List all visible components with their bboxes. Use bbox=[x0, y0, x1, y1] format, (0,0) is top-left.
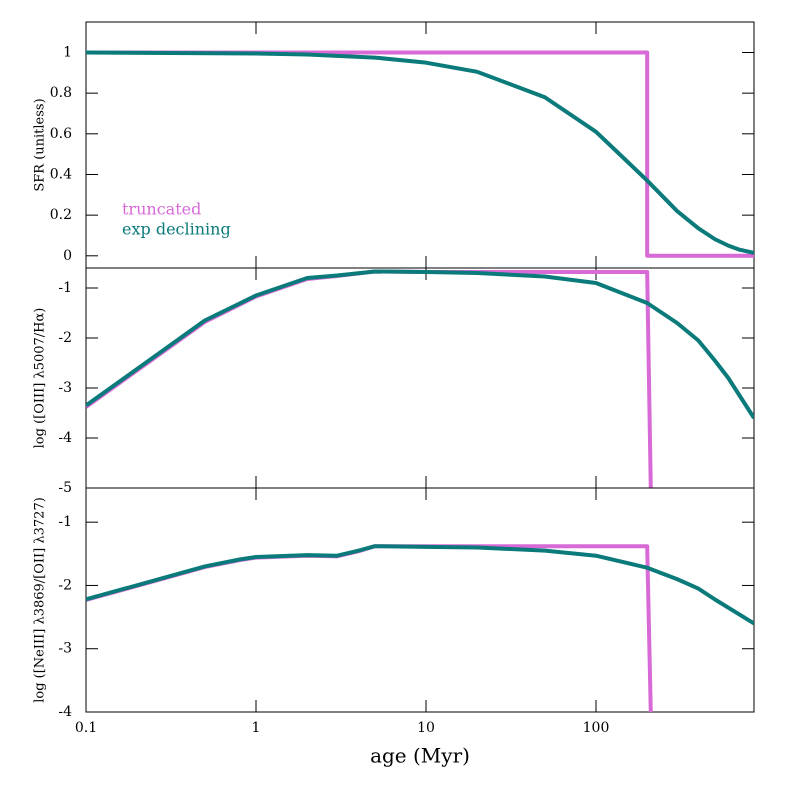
line bbox=[86, 50, 754, 258]
legend-entry: truncated bbox=[122, 200, 201, 219]
x-tick-label: 0.1 bbox=[75, 720, 97, 736]
y-tick-label: -1 bbox=[58, 514, 72, 530]
line bbox=[86, 50, 754, 255]
line bbox=[86, 269, 754, 420]
y-tick-label: -5 bbox=[58, 480, 72, 496]
series-group bbox=[86, 544, 754, 712]
line bbox=[86, 544, 653, 712]
y-tick-label: -3 bbox=[58, 641, 72, 657]
line bbox=[86, 544, 754, 626]
y-axis-label: log ([NeIII] λ3869/[OII] λ3727) bbox=[33, 497, 48, 703]
y-tick-label: -3 bbox=[58, 380, 72, 396]
y-tick-label: -2 bbox=[58, 577, 72, 593]
y-tick-label: -2 bbox=[58, 330, 72, 346]
y-tick-label: 0.8 bbox=[50, 85, 72, 101]
y-tick-label: 0.4 bbox=[50, 166, 72, 182]
plot-frame bbox=[85, 487, 755, 713]
y-tick-label: 0.6 bbox=[50, 126, 72, 142]
plot-frame bbox=[85, 267, 755, 489]
y-tick-label: -4 bbox=[58, 430, 72, 446]
x-tick-label: 100 bbox=[583, 720, 610, 736]
line bbox=[86, 269, 653, 488]
y-tick-label: 0 bbox=[63, 248, 72, 264]
legend-entry: exp declining bbox=[122, 220, 231, 239]
y-tick-label: 0.2 bbox=[50, 207, 72, 223]
x-axis-label: age (Myr) bbox=[370, 744, 470, 768]
y-axis-label: log ([OIII] λ5007/Hα) bbox=[33, 308, 48, 449]
y-tick-label: -4 bbox=[58, 704, 72, 720]
y-axis-label: SFR (unitless) bbox=[33, 98, 48, 191]
series-group bbox=[86, 269, 754, 488]
x-tick-label: 1 bbox=[252, 720, 261, 736]
y-tick-label: -1 bbox=[58, 280, 72, 296]
x-tick-label: 10 bbox=[417, 720, 435, 736]
series-group bbox=[86, 50, 754, 258]
y-tick-label: 1 bbox=[63, 44, 72, 60]
